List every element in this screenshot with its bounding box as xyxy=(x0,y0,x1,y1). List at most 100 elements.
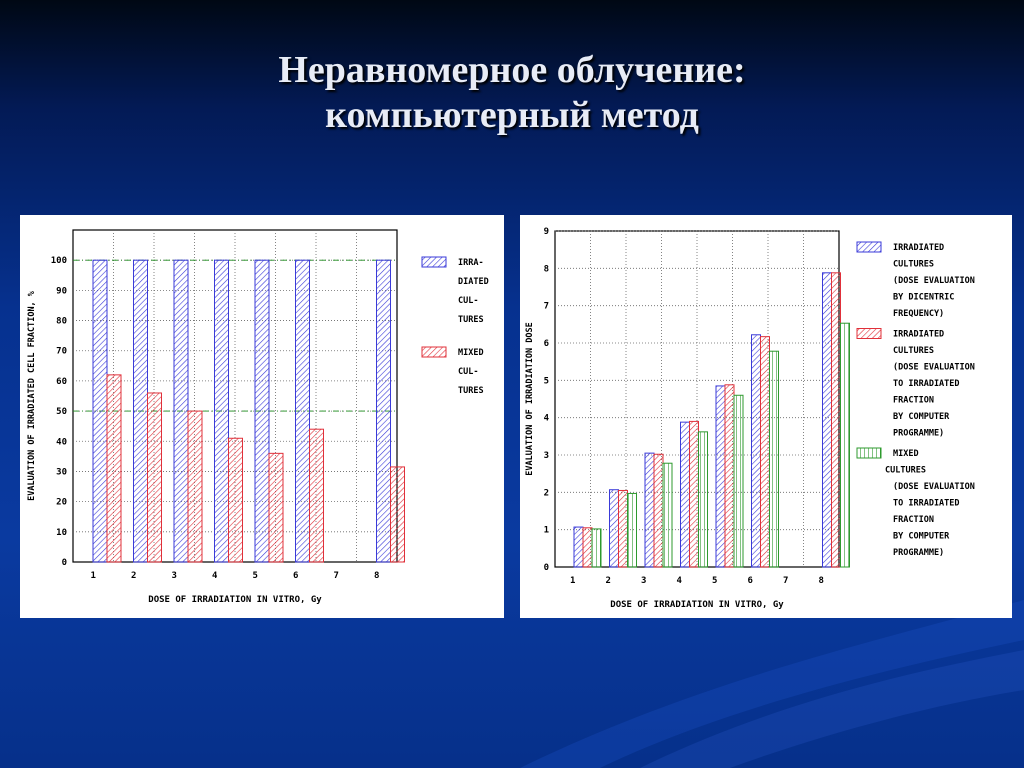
bar-2-cat-2 xyxy=(147,392,162,563)
bar-1-cat-4 xyxy=(680,421,690,568)
legend-label-1: TURES xyxy=(458,315,484,325)
legend-label-2: CULTURES xyxy=(893,346,934,356)
legend-label-1: CULTURES xyxy=(893,260,934,270)
bar-3-cat-3 xyxy=(662,462,673,568)
x-tick-label: 4 xyxy=(212,571,218,581)
legend-swatch-1 xyxy=(856,241,882,253)
legend-label-3: PROGRAMME) xyxy=(893,548,944,558)
bar-1-cat-1 xyxy=(92,259,108,563)
legend-swatch-2 xyxy=(421,346,447,358)
y-tick-label: 20 xyxy=(56,498,67,508)
x-axis-label: DOSE OF IRRADIATION IN VITRO, Gy xyxy=(610,600,784,610)
slide-title: Неравномерное облучение: компьютерный ме… xyxy=(0,48,1024,138)
y-tick-label: 7 xyxy=(544,302,549,312)
y-axis-label: EVALUATION OF IRRADIATION DOSE xyxy=(525,322,535,476)
legend-label-1: IRRA- xyxy=(458,258,484,268)
legend-label-3: (DOSE EVALUATION xyxy=(893,482,975,492)
bar-1-cat-6 xyxy=(751,334,761,568)
x-tick-label: 6 xyxy=(293,571,298,581)
x-tick-label: 4 xyxy=(677,576,683,586)
legend-label-2: TO IRRADIATED xyxy=(893,379,960,389)
legend-label-2: MIXED xyxy=(458,348,484,358)
y-tick-label: 0 xyxy=(62,558,67,568)
y-tick-label: 70 xyxy=(56,347,67,357)
y-axis-label: EVALUATION OF IRRADIATED CELL FRACTION, … xyxy=(27,290,37,501)
bar-2-cat-1 xyxy=(106,374,122,563)
bar-1-cat-3 xyxy=(173,259,189,563)
bar-2-cat-4 xyxy=(228,437,243,563)
bar-2-cat-3 xyxy=(653,453,664,568)
y-tick-label: 100 xyxy=(51,256,67,266)
y-tick-label: 8 xyxy=(544,264,549,274)
bar-1-cat-5 xyxy=(715,385,726,568)
chart-panel-cell-fraction: 0 10 20 30 40 50 60 70 80 90 100 1 2 3 4 5 6 7 8 DOSE OF IR… xyxy=(20,215,504,618)
legend-label-2: (DOSE EVALUATION xyxy=(893,363,975,373)
legend-swatch-1 xyxy=(421,256,447,268)
bar-2-cat-1 xyxy=(582,527,593,568)
legend-label-3: CULTURES xyxy=(885,466,926,476)
x-tick-label: 8 xyxy=(374,571,379,581)
x-tick-label: 5 xyxy=(712,576,717,586)
x-tick-label: 1 xyxy=(91,571,96,581)
y-tick-label: 50 xyxy=(56,407,67,417)
bar-2-cat-8 xyxy=(390,466,405,563)
bar-3-cat-6 xyxy=(769,350,779,568)
bar-1-cat-6 xyxy=(295,259,310,563)
bar-3-cat-2 xyxy=(627,492,637,568)
bar-2-cat-2 xyxy=(618,489,628,568)
y-tick-label: 5 xyxy=(544,376,549,386)
y-tick-label: 80 xyxy=(56,317,67,327)
bar-3-cat-1 xyxy=(591,528,602,568)
bar-3-cat-4 xyxy=(698,431,708,568)
bar-3-cat-5 xyxy=(733,394,744,568)
x-tick-label: 3 xyxy=(172,571,177,581)
bar-2-cat-8 xyxy=(831,272,841,568)
bar-2-cat-5 xyxy=(268,452,284,563)
bar-2-cat-6 xyxy=(760,336,770,568)
y-tick-label: 6 xyxy=(544,339,549,349)
x-tick-label: 3 xyxy=(641,576,646,586)
x-tick-label: 6 xyxy=(748,576,753,586)
legend-label-2: TURES xyxy=(458,386,484,396)
bar-1-cat-4 xyxy=(214,259,229,563)
slide-title-line-2: компьютерный метод xyxy=(325,94,699,136)
bar-1-cat-8 xyxy=(376,259,391,563)
legend-label-1: BY DICENTRIC xyxy=(893,293,954,303)
y-tick-label: 2 xyxy=(544,488,549,498)
x-tick-label: 7 xyxy=(783,576,788,586)
slide-title-line-1: Неравномерное облучение: xyxy=(278,49,746,91)
x-axis-label: DOSE OF IRRADIATION IN VITRO, Gy xyxy=(148,595,322,605)
y-tick-label: 4 xyxy=(544,414,550,424)
x-tick-label: 5 xyxy=(253,571,258,581)
x-tick-label: 7 xyxy=(334,571,339,581)
bar-1-cat-5 xyxy=(254,259,270,563)
legend-label-1: DIATED xyxy=(458,277,489,287)
bar-2-cat-5 xyxy=(724,384,735,568)
y-tick-label: 1 xyxy=(544,526,549,536)
legend-swatch-3 xyxy=(856,447,882,459)
chart-panel-dose-evaluation: 0 1 2 3 4 5 6 7 8 9 1 2 3 4 5 6 7 8 DOSE OF IRRADIATION IN… xyxy=(520,215,1012,618)
legend-label-2: CUL- xyxy=(458,367,478,377)
chart-cell-fraction: 0 10 20 30 40 50 60 70 80 90 100 1 2 3 4 5 6 7 8 DOSE OF IR… xyxy=(27,229,489,605)
bar-2-cat-3 xyxy=(187,410,203,563)
legend-label-2: IRRADIATED xyxy=(893,330,944,340)
legend-label-3: TO IRRADIATED xyxy=(893,499,960,509)
legend-label-3: BY COMPUTER xyxy=(893,532,950,542)
legend-label-2: BY COMPUTER xyxy=(893,412,950,422)
bar-2-cat-4 xyxy=(689,420,699,568)
y-tick-label: 3 xyxy=(544,451,549,461)
x-tick-label: 2 xyxy=(131,571,136,581)
x-tick-label: 8 xyxy=(819,576,824,586)
legend-swatch-2 xyxy=(856,328,882,339)
legend-label-2: PROGRAMME) xyxy=(893,429,944,439)
bar-1-cat-8 xyxy=(822,272,832,568)
chart-dose-evaluation: 0 1 2 3 4 5 6 7 8 9 1 2 3 4 5 6 7 8 DOSE OF IRRADIATION IN… xyxy=(525,227,975,610)
legend-label-1: IRRADIATED xyxy=(893,243,944,253)
y-tick-label: 0 xyxy=(544,563,549,573)
x-tick-label: 2 xyxy=(606,576,611,586)
legend-label-3: FRACTION xyxy=(893,515,934,525)
y-tick-label: 40 xyxy=(56,437,67,447)
bar-1-cat-2 xyxy=(133,259,148,563)
y-tick-label: 60 xyxy=(56,377,67,387)
